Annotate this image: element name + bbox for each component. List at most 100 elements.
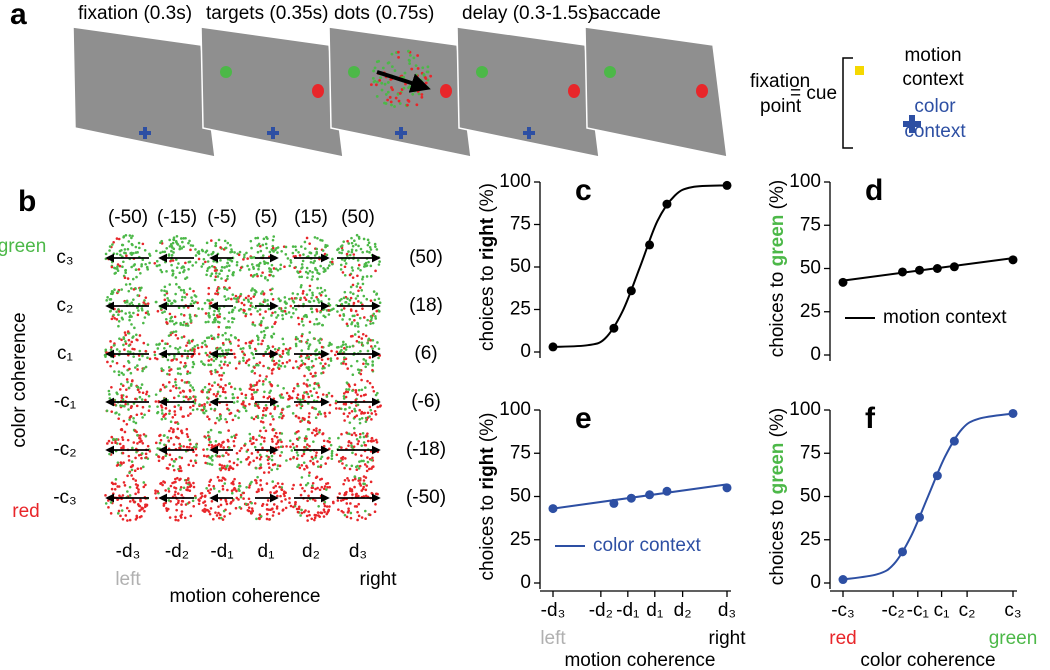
- dot: [398, 92, 402, 95]
- dot: [128, 311, 131, 314]
- dot: [371, 76, 375, 80]
- dot: [228, 286, 231, 290]
- dot: [180, 456, 184, 460]
- y-tick-label: 50: [510, 256, 531, 277]
- dot: [136, 294, 140, 297]
- dot: [265, 375, 268, 378]
- dot: [178, 271, 182, 275]
- dot: [228, 412, 232, 416]
- dot: [127, 509, 131, 513]
- dot: [262, 471, 266, 474]
- dot: [163, 434, 166, 437]
- dot: [330, 449, 334, 453]
- dot: [350, 433, 354, 437]
- dot: [207, 311, 211, 315]
- dot: [222, 477, 226, 480]
- dot: [357, 289, 360, 293]
- column-label: -d₁: [210, 541, 233, 562]
- dot: [346, 239, 349, 243]
- dot: [365, 465, 369, 468]
- cue-text: motion: [904, 45, 961, 66]
- dot: [130, 460, 134, 463]
- dot: [122, 419, 126, 423]
- dot: [295, 296, 298, 300]
- dot: [250, 388, 254, 392]
- dot: [325, 512, 329, 516]
- dot: [340, 345, 343, 348]
- dot: [354, 391, 358, 394]
- dot: [274, 446, 278, 450]
- dot: [284, 245, 288, 249]
- dot: [275, 505, 279, 508]
- dot: [263, 333, 267, 337]
- dot: [166, 436, 169, 439]
- dot: [282, 414, 285, 418]
- dot: [351, 344, 355, 348]
- dot: [250, 246, 253, 250]
- dot: [200, 404, 204, 407]
- dot: [364, 362, 368, 365]
- dot: [231, 308, 235, 312]
- dot: [283, 365, 287, 368]
- dot: [208, 304, 212, 308]
- dot: [377, 263, 381, 266]
- dot: [253, 324, 257, 327]
- dot: [245, 485, 248, 489]
- dot: [315, 309, 319, 313]
- dot: [350, 464, 354, 468]
- dot: [271, 356, 275, 359]
- dot: [357, 300, 360, 303]
- x-tick-label: -c₂: [882, 600, 905, 621]
- dot: [133, 469, 137, 473]
- dot: [270, 468, 274, 472]
- dot: [148, 261, 151, 265]
- dot: [131, 446, 134, 450]
- dot: [132, 477, 135, 481]
- dot: [197, 307, 200, 310]
- dot: [210, 358, 213, 361]
- dot: [186, 324, 190, 327]
- dot: [310, 486, 314, 490]
- dot: [155, 259, 159, 263]
- dot: [139, 386, 143, 390]
- dot: [349, 511, 353, 515]
- dot: [350, 236, 353, 240]
- dot: [314, 268, 317, 271]
- dot: [295, 437, 299, 441]
- dot: [124, 312, 127, 315]
- dot: [186, 477, 190, 480]
- dot: [417, 92, 421, 96]
- dot: [189, 459, 193, 463]
- dot: [266, 499, 270, 502]
- dot: [315, 451, 318, 454]
- dot: [320, 455, 324, 459]
- dot: [267, 307, 271, 311]
- dot: [406, 103, 409, 107]
- dot: [369, 83, 373, 86]
- dot: [154, 356, 157, 360]
- dot: [258, 361, 262, 364]
- dot: [127, 289, 131, 293]
- dot: [218, 516, 221, 520]
- dot: [403, 71, 407, 75]
- dot: [330, 454, 334, 458]
- dot: [259, 455, 263, 459]
- dot: [259, 463, 263, 466]
- dot: [345, 252, 349, 256]
- dot: [310, 455, 314, 459]
- axis-title-part: (%): [477, 413, 498, 448]
- dot: [366, 460, 370, 464]
- dot: [255, 456, 259, 460]
- dot: [153, 350, 156, 354]
- dot: [261, 413, 265, 417]
- dot: [339, 268, 343, 271]
- dot: [337, 508, 340, 511]
- dot: [193, 348, 196, 351]
- dot: [296, 510, 300, 514]
- dot: [276, 314, 280, 317]
- dot: [144, 434, 148, 438]
- dot: [288, 501, 291, 505]
- dot: [373, 409, 377, 413]
- dot: [124, 283, 128, 286]
- dot: [243, 444, 246, 447]
